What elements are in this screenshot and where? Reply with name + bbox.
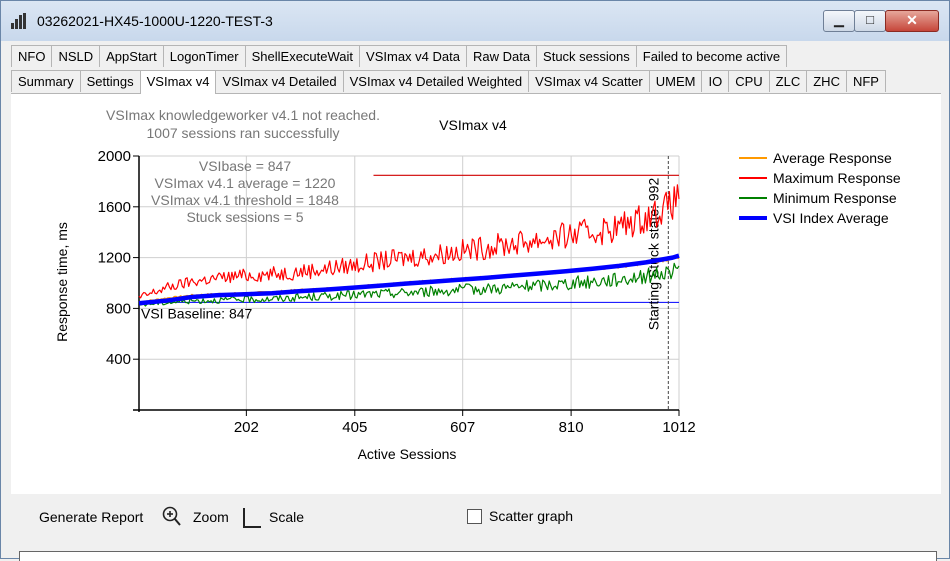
x-tick-label: 810 xyxy=(559,419,584,436)
tab-appstart[interactable]: AppStart xyxy=(99,45,164,67)
minimize-icon: ▁ xyxy=(834,12,844,27)
y-axis-label: Response time, ms xyxy=(54,222,70,342)
close-icon: ✕ xyxy=(906,12,918,28)
tab-umem[interactable]: UMEM xyxy=(648,70,703,92)
tab-zlc[interactable]: ZLC xyxy=(768,70,808,92)
vsibase-annotation: VSIbase = 847 xyxy=(199,158,291,174)
tab-vsimax-v4-detailed-weighted[interactable]: VSImax v4 Detailed Weighted xyxy=(342,70,530,92)
series-line-minimum-response xyxy=(138,262,680,307)
tab-vsimax-v4[interactable]: VSImax v4 xyxy=(139,70,217,94)
vsimax-average-annotation: VSImax v4.1 average = 1220 xyxy=(155,175,336,191)
vsimax-chart[interactable]: 400 800 1200 1600 2000 202 405 607 810 1012 Active… xyxy=(11,94,941,494)
scatter-graph-label: Scatter graph xyxy=(489,508,574,524)
minimize-button[interactable]: ▁ xyxy=(823,10,855,32)
tab-settings[interactable]: Settings xyxy=(79,70,141,92)
x-tick-label: 202 xyxy=(234,419,259,436)
tab-vsimax-v4-detailed[interactable]: VSImax v4 Detailed xyxy=(215,70,344,92)
tab-row-2: Summary Settings VSImax v4 VSImax v4 Det… xyxy=(11,70,886,94)
tab-logontimer[interactable]: LogonTimer xyxy=(162,45,246,67)
tab-row-1: NFO NSLD AppStart LogonTimer ShellExecut… xyxy=(11,45,788,68)
zoom-icon[interactable] xyxy=(162,506,182,528)
series-line-maximum-response xyxy=(138,184,680,299)
window-title: 03262021-HX45-1000U-1220-TEST-3 xyxy=(37,13,273,29)
x-tick-label: 405 xyxy=(342,419,367,436)
close-button[interactable]: ✕ xyxy=(885,10,939,32)
y-tick-label: 400 xyxy=(106,351,131,368)
zoom-button[interactable]: Zoom xyxy=(193,509,229,525)
scale-icon[interactable] xyxy=(243,508,261,528)
y-tick-label: 2000 xyxy=(98,148,131,165)
legend-label: Minimum Response xyxy=(773,190,897,206)
tab-nsld[interactable]: NSLD xyxy=(51,45,101,67)
legend-label: VSI Index Average xyxy=(773,210,889,226)
tab-io[interactable]: IO xyxy=(701,70,730,92)
tab-shellexecutewait[interactable]: ShellExecuteWait xyxy=(244,45,361,67)
legend-label: Average Response xyxy=(773,150,892,166)
title-bar[interactable]: 03262021-HX45-1000U-1220-TEST-3 ▁ □ ✕ xyxy=(1,1,949,41)
maximize-icon: □ xyxy=(866,12,874,27)
tab-vsimax-v4-data[interactable]: VSImax v4 Data xyxy=(359,45,467,67)
x-tick-label: 607 xyxy=(450,419,475,436)
lower-panel xyxy=(19,551,937,561)
vsimax-threshold-annotation: VSImax v4.1 threshold = 1848 xyxy=(151,192,339,208)
tab-raw-data[interactable]: Raw Data xyxy=(465,45,538,67)
series-line-vsi-index-average xyxy=(138,253,680,306)
bar-chart-icon xyxy=(11,13,29,29)
legend-label: Maximum Response xyxy=(773,170,901,186)
not-reached-annotation: VSImax knowledgeworker v4.1 not reached. xyxy=(106,107,380,123)
tab-cpu[interactable]: CPU xyxy=(728,70,770,92)
tab-zhc[interactable]: ZHC xyxy=(806,70,847,92)
chart-title: VSImax v4 xyxy=(439,117,507,133)
scatter-graph-checkbox[interactable] xyxy=(467,509,482,524)
chart-panel: 400 800 1200 1600 2000 202 405 607 810 1012 Active… xyxy=(11,93,941,494)
x-axis-label: Active Sessions xyxy=(358,446,457,462)
tab-nfo[interactable]: NFO xyxy=(11,45,53,67)
y-tick-label: 1200 xyxy=(98,250,131,267)
stuck-marker-label: Starting Stuck state: 992 xyxy=(645,178,661,331)
stuck-sessions-annotation: Stuck sessions = 5 xyxy=(186,209,303,225)
tab-vsimax-v4-scatter[interactable]: VSImax v4 Scatter xyxy=(528,70,650,92)
y-tick-label: 1600 xyxy=(98,199,131,216)
tab-failed-to-become-active[interactable]: Failed to become active xyxy=(635,45,788,67)
tab-summary[interactable]: Summary xyxy=(11,70,81,92)
x-tick-label: 1012 xyxy=(662,419,695,436)
y-tick-label: 800 xyxy=(106,300,131,317)
tab-nfp[interactable]: NFP xyxy=(845,70,886,92)
maximize-button[interactable]: □ xyxy=(854,10,886,32)
tab-stuck-sessions[interactable]: Stuck sessions xyxy=(536,45,637,67)
sessions-annotation: 1007 sessions ran successfully xyxy=(147,125,340,141)
baseline-label: VSI Baseline: 847 xyxy=(141,305,253,321)
generate-report-button[interactable]: Generate Report xyxy=(39,509,144,525)
scale-button[interactable]: Scale xyxy=(269,509,305,525)
